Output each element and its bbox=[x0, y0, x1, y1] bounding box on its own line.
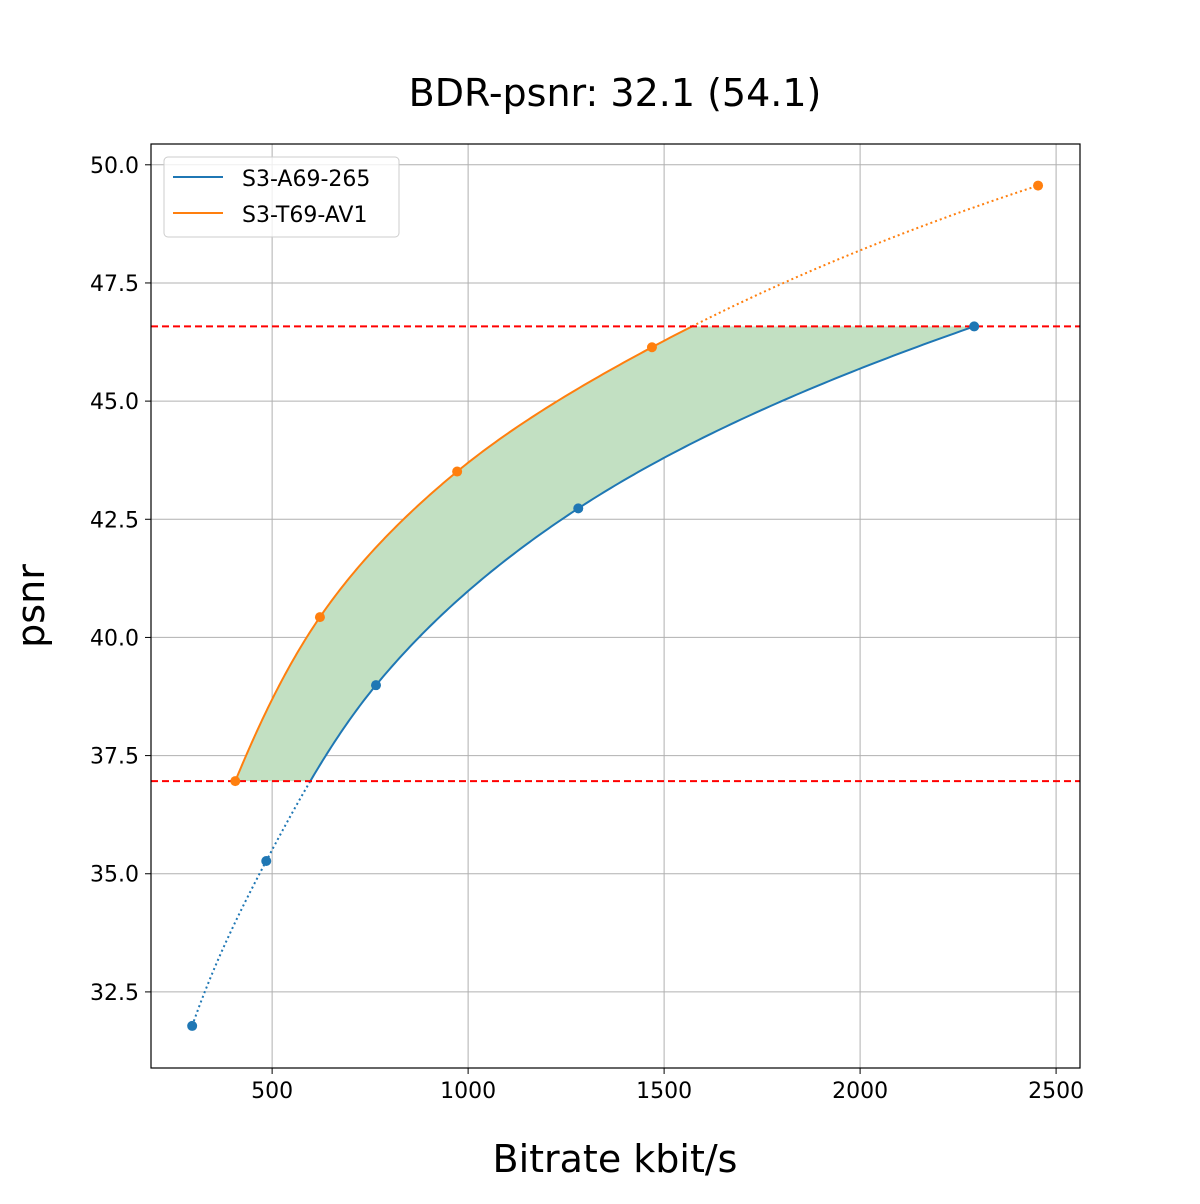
fill-between-area bbox=[235, 326, 975, 782]
y-tick-label: 50.0 bbox=[90, 154, 139, 179]
ticks: 500 1000 1500 2000 2500 32.5 35.0 37.5 40.0 42.5 4… bbox=[90, 154, 1084, 1104]
legend-label-0: S3-A69-265 bbox=[242, 167, 370, 192]
series-1-point bbox=[1033, 180, 1044, 191]
grid bbox=[151, 144, 1080, 1068]
series-0-line bbox=[309, 325, 975, 782]
y-tick-label: 40.0 bbox=[90, 626, 139, 651]
y-tick-label: 37.5 bbox=[90, 745, 139, 770]
series-1-point bbox=[646, 342, 657, 353]
legend-label-1: S3-T69-AV1 bbox=[242, 203, 367, 228]
x-axis-label: Bitrate kbit/s bbox=[493, 1137, 738, 1181]
series-0-point bbox=[261, 855, 272, 866]
y-tick-label: 47.5 bbox=[90, 272, 139, 297]
series-1-line bbox=[234, 325, 693, 782]
chart-title: BDR-psnr: 32.1 (54.1) bbox=[409, 71, 822, 115]
y-tick-label: 42.5 bbox=[90, 508, 139, 533]
series-1-point bbox=[452, 466, 463, 477]
x-tick-label: 1000 bbox=[440, 1079, 496, 1104]
series-0-point bbox=[187, 1020, 198, 1031]
series-0-point bbox=[969, 321, 980, 332]
series-0-extrapolated-low bbox=[191, 780, 312, 1027]
x-tick-label: 2500 bbox=[1028, 1079, 1084, 1104]
series-1-extrapolated-high bbox=[691, 184, 1039, 328]
y-axis-label: psnr bbox=[9, 564, 53, 648]
series-1-point bbox=[314, 612, 325, 623]
series-1-point bbox=[230, 776, 241, 787]
series-0-point bbox=[573, 503, 584, 514]
legend: S3-A69-265 S3-T69-AV1 bbox=[163, 156, 400, 238]
x-tick-label: 1500 bbox=[636, 1079, 692, 1104]
plot-area bbox=[151, 180, 1080, 1031]
y-tick-label: 32.5 bbox=[90, 981, 139, 1006]
y-tick-label: 45.0 bbox=[90, 390, 139, 415]
x-tick-label: 2000 bbox=[832, 1079, 888, 1104]
series-0-point bbox=[370, 680, 381, 691]
plot-frame bbox=[150, 143, 1081, 1069]
x-tick-label: 500 bbox=[251, 1079, 293, 1104]
y-tick-label: 35.0 bbox=[90, 863, 139, 888]
